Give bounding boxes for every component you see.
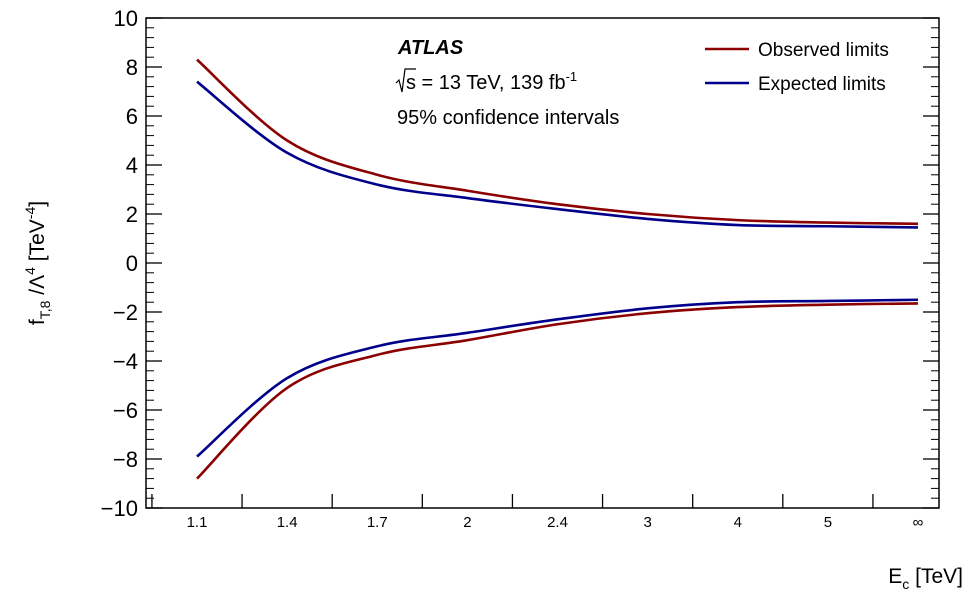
x-tick-label: 2.4 — [547, 514, 568, 531]
interval-label: 95% confidence intervals — [397, 107, 619, 129]
legend: Observed limits Expected limits — [705, 40, 889, 95]
axis-ticks — [146, 17, 939, 509]
x-tick-label: 2 — [463, 514, 471, 531]
y-tick-label: 6 — [126, 104, 138, 129]
x-tick-label: 4 — [734, 514, 742, 531]
y-tick-label: 2 — [126, 202, 138, 227]
plot-frame — [145, 17, 940, 509]
y-tick-label: 0 — [126, 251, 138, 276]
legend-expected-label: Expected limits — [758, 74, 886, 95]
x-tick-label: 3 — [643, 514, 651, 531]
sqrt-symbol — [395, 68, 416, 93]
energy-lumi-label: s = 13 TeV, 139 fb-1 — [406, 69, 577, 94]
y-axis-title: fT,8 /Λ4 [TeV-4] — [22, 201, 53, 325]
x-tick-label: 5 — [824, 514, 832, 531]
expected-upper-curve — [196, 80, 919, 229]
observed-lower-curve — [196, 302, 919, 480]
y-tick-label: −10 — [101, 496, 138, 521]
y-tick-label: −6 — [113, 398, 138, 423]
y-tick-label: −8 — [113, 447, 138, 472]
limit-curves — [196, 58, 919, 480]
x-tick-label: 1.4 — [277, 514, 298, 531]
legend-observed-label: Observed limits — [758, 40, 889, 61]
y-tick-label: 8 — [126, 55, 138, 80]
y-tick-label: −4 — [113, 349, 138, 374]
y-tick-label: 4 — [126, 153, 138, 178]
x-tick-label: 1.1 — [187, 514, 208, 531]
observed-upper-curve — [196, 58, 919, 226]
y-tick-labels: −10 −8 −6 −4 −2 0 2 4 6 8 10 — [101, 6, 138, 521]
experiment-label: ATLAS — [397, 37, 464, 59]
x-tick-label: ∞ — [913, 514, 924, 531]
y-tick-label: 10 — [114, 6, 138, 31]
x-tick-label: 1.7 — [367, 514, 388, 531]
x-tick-labels: 1.1 1.4 1.7 2 2.4 3 4 5 ∞ — [187, 514, 924, 531]
y-tick-label: −2 — [113, 300, 138, 325]
expected-lower-curve — [196, 298, 919, 458]
x-axis-title: Ec [TeV] — [888, 565, 963, 591]
